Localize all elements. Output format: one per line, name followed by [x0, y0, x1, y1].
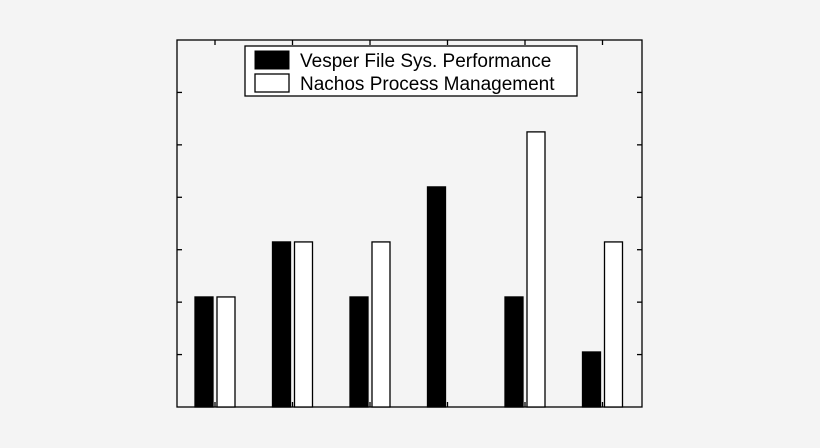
legend-swatch-vesper: [254, 50, 290, 70]
bar: [603, 241, 624, 408]
bar: [426, 186, 447, 408]
bars: [194, 131, 624, 408]
legend: Vesper File Sys. Performance Nachos Proc…: [244, 45, 578, 97]
bar: [293, 241, 314, 408]
bar: [526, 131, 546, 408]
legend-label-nachos: Nachos Process Management: [300, 74, 555, 95]
axis-ticks: [177, 40, 642, 407]
legend-swatch-nachos: [254, 73, 290, 93]
bar: [349, 296, 369, 408]
bar: [216, 296, 236, 408]
bar: [581, 351, 602, 408]
bar: [271, 241, 292, 408]
bar: [194, 296, 214, 408]
bar: [504, 296, 524, 408]
bar: [371, 241, 391, 408]
plot-area: [176, 39, 643, 408]
legend-label-vesper: Vesper File Sys. Performance: [300, 51, 551, 72]
